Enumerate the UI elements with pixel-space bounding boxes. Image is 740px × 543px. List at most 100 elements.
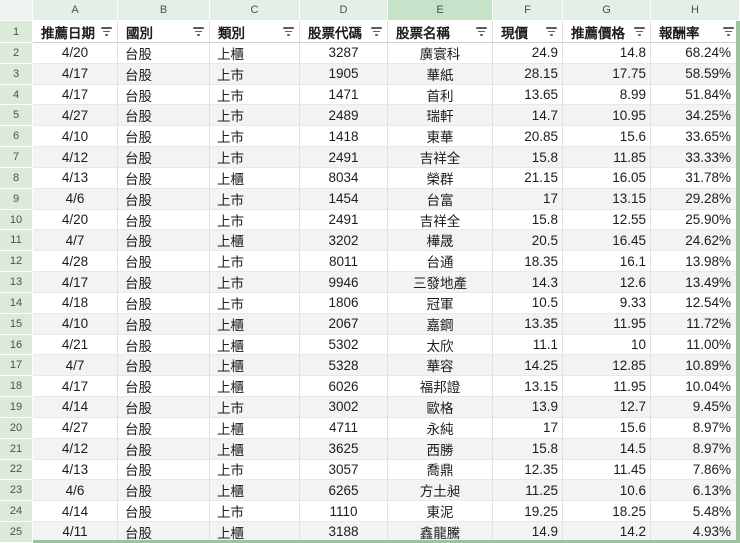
row-number-6[interactable]: 6	[0, 126, 33, 148]
header-cell-F[interactable]: 現價	[493, 21, 563, 43]
row-number-19[interactable]: 19	[0, 397, 33, 418]
cell-G19[interactable]: 12.7	[563, 397, 651, 418]
row-number-15[interactable]: 15	[0, 313, 33, 335]
cell-H20[interactable]: 8.97%	[651, 417, 740, 439]
cell-E7[interactable]: 吉祥全	[388, 147, 493, 168]
cell-H17[interactable]: 10.89%	[651, 355, 740, 377]
cell-F19[interactable]: 13.9	[493, 397, 563, 418]
cell-B9[interactable]: 台股	[118, 188, 210, 210]
cell-B10[interactable]: 台股	[118, 209, 210, 231]
cell-C13[interactable]: 上市	[210, 272, 300, 293]
row-number-2[interactable]: 2	[0, 43, 33, 64]
cell-E2[interactable]: 廣寰科	[388, 43, 493, 64]
cell-F5[interactable]: 14.7	[493, 105, 563, 127]
cell-A13[interactable]: 4/17	[33, 272, 118, 293]
row-number-24[interactable]: 24	[0, 501, 33, 523]
cell-E10[interactable]: 吉祥全	[388, 209, 493, 231]
cell-H11[interactable]: 24.62%	[651, 230, 740, 252]
cell-D10[interactable]: 2491	[300, 209, 388, 231]
cell-F24[interactable]: 19.25	[493, 501, 563, 523]
cell-G5[interactable]: 10.95	[563, 105, 651, 127]
cell-G17[interactable]: 12.85	[563, 355, 651, 377]
cell-G22[interactable]: 11.45	[563, 459, 651, 481]
cell-E25[interactable]: 鑫龍騰	[388, 522, 493, 543]
cell-A9[interactable]: 4/6	[33, 188, 118, 210]
cell-H12[interactable]: 13.98%	[651, 251, 740, 273]
cell-F2[interactable]: 24.9	[493, 43, 563, 64]
cell-D24[interactable]: 1110	[300, 501, 388, 523]
filter-icon[interactable]	[192, 27, 204, 36]
row-number-21[interactable]: 21	[0, 438, 33, 460]
cell-H15[interactable]: 11.72%	[651, 313, 740, 335]
cell-H16[interactable]: 11.00%	[651, 334, 740, 356]
header-cell-D[interactable]: 股票代碼	[300, 21, 388, 43]
cell-D7[interactable]: 2491	[300, 147, 388, 168]
cell-D22[interactable]: 3057	[300, 459, 388, 481]
cell-B21[interactable]: 台股	[118, 438, 210, 460]
cell-H2[interactable]: 68.24%	[651, 43, 740, 64]
header-cell-A[interactable]: 推薦日期	[33, 21, 118, 43]
cell-F22[interactable]: 12.35	[493, 459, 563, 481]
cell-F11[interactable]: 20.5	[493, 230, 563, 252]
cell-C23[interactable]: 上櫃	[210, 480, 300, 502]
cell-G13[interactable]: 12.6	[563, 272, 651, 293]
cell-A22[interactable]: 4/13	[33, 459, 118, 481]
cell-F7[interactable]: 15.8	[493, 147, 563, 168]
cell-A15[interactable]: 4/10	[33, 313, 118, 335]
cell-A20[interactable]: 4/27	[33, 417, 118, 439]
cell-G11[interactable]: 16.45	[563, 230, 651, 252]
cell-E5[interactable]: 瑞軒	[388, 105, 493, 127]
filter-icon[interactable]	[722, 27, 734, 36]
cell-C16[interactable]: 上櫃	[210, 334, 300, 356]
cell-C25[interactable]: 上櫃	[210, 522, 300, 543]
cell-C5[interactable]: 上市	[210, 105, 300, 127]
cell-E15[interactable]: 嘉鋼	[388, 313, 493, 335]
cell-C19[interactable]: 上市	[210, 397, 300, 418]
cell-A18[interactable]: 4/17	[33, 376, 118, 398]
cell-E18[interactable]: 福邦證	[388, 376, 493, 398]
cell-H13[interactable]: 13.49%	[651, 272, 740, 293]
cell-D17[interactable]: 5328	[300, 355, 388, 377]
cell-C22[interactable]: 上市	[210, 459, 300, 481]
cell-H19[interactable]: 9.45%	[651, 397, 740, 418]
cell-E13[interactable]: 三發地產	[388, 272, 493, 293]
cell-B24[interactable]: 台股	[118, 501, 210, 523]
cell-A24[interactable]: 4/14	[33, 501, 118, 523]
cell-B22[interactable]: 台股	[118, 459, 210, 481]
cell-E3[interactable]: 華紙	[388, 63, 493, 85]
cell-C4[interactable]: 上市	[210, 84, 300, 106]
cell-A16[interactable]: 4/21	[33, 334, 118, 356]
cell-F21[interactable]: 15.8	[493, 438, 563, 460]
cell-G23[interactable]: 10.6	[563, 480, 651, 502]
cell-D15[interactable]: 2067	[300, 313, 388, 335]
cell-B6[interactable]: 台股	[118, 126, 210, 148]
cell-E22[interactable]: 喬鼎	[388, 459, 493, 481]
cell-D8[interactable]: 8034	[300, 167, 388, 189]
cell-H25[interactable]: 4.93%	[651, 522, 740, 543]
row-number-11[interactable]: 11	[0, 230, 33, 252]
cell-G12[interactable]: 16.1	[563, 251, 651, 273]
cell-B5[interactable]: 台股	[118, 105, 210, 127]
cell-B18[interactable]: 台股	[118, 376, 210, 398]
cell-A23[interactable]: 4/6	[33, 480, 118, 502]
cell-C21[interactable]: 上櫃	[210, 438, 300, 460]
column-letter-D[interactable]: D	[300, 0, 388, 21]
cell-G24[interactable]: 18.25	[563, 501, 651, 523]
cell-H24[interactable]: 5.48%	[651, 501, 740, 523]
cell-E16[interactable]: 太欣	[388, 334, 493, 356]
cell-A11[interactable]: 4/7	[33, 230, 118, 252]
cell-H21[interactable]: 8.97%	[651, 438, 740, 460]
filter-icon[interactable]	[370, 27, 382, 36]
cell-B3[interactable]: 台股	[118, 63, 210, 85]
cell-E23[interactable]: 方土昶	[388, 480, 493, 502]
cell-E4[interactable]: 首利	[388, 84, 493, 106]
cell-H22[interactable]: 7.86%	[651, 459, 740, 481]
cell-B16[interactable]: 台股	[118, 334, 210, 356]
cell-F15[interactable]: 13.35	[493, 313, 563, 335]
column-letter-A[interactable]: A	[33, 0, 118, 21]
column-letter-C[interactable]: C	[210, 0, 300, 21]
cell-G21[interactable]: 14.5	[563, 438, 651, 460]
row-number-17[interactable]: 17	[0, 355, 33, 377]
cell-G3[interactable]: 17.75	[563, 63, 651, 85]
row-number-22[interactable]: 22	[0, 459, 33, 481]
